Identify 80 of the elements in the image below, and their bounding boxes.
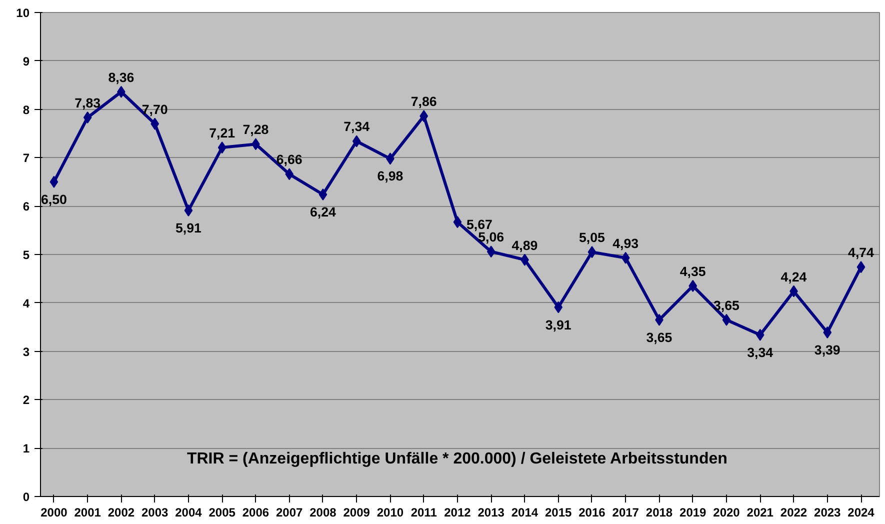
- y-tick-label: 5: [22, 248, 30, 262]
- x-tick-label: 2024: [848, 506, 875, 520]
- data-label: 3,39: [814, 342, 840, 358]
- point: [554, 301, 563, 314]
- data-label: 3,65: [646, 330, 673, 345]
- point: [420, 110, 428, 122]
- data-label: 3,34: [747, 344, 774, 360]
- x-tick-label: 2020: [713, 506, 740, 520]
- point: [621, 252, 630, 264]
- point: [352, 135, 361, 148]
- y-tick-label: 10: [16, 6, 30, 20]
- point: [823, 326, 832, 338]
- data-label: 7,70: [142, 102, 168, 117]
- data-label: 5,91: [175, 220, 202, 236]
- data-label: 7,83: [74, 96, 101, 111]
- data-label: 3,65: [714, 298, 740, 313]
- x-tick-label: 2003: [141, 506, 169, 520]
- x-tick-label: 2012: [444, 506, 472, 520]
- x-tick-label: 2016: [578, 506, 606, 520]
- data-label: 4,93: [612, 236, 639, 251]
- point: [285, 168, 294, 180]
- y-tick-label: 4: [22, 296, 30, 310]
- data-label: 7,28: [242, 122, 269, 138]
- point: [50, 176, 58, 188]
- data-label: 4,89: [512, 238, 538, 253]
- x-tick-label: 2021: [746, 506, 774, 520]
- x-tick-label: 2019: [680, 506, 707, 520]
- data-label: 5,06: [478, 230, 504, 245]
- data-label: 4,74: [848, 245, 875, 260]
- data-label: 8,36: [108, 70, 134, 85]
- x-tick-label: 2008: [310, 506, 337, 520]
- x-tick-label: 2018: [646, 506, 673, 520]
- data-label: 4,24: [780, 269, 808, 284]
- y-tick-label: 3: [22, 344, 30, 359]
- data-label: 7,34: [344, 119, 370, 134]
- data-label: 7,86: [410, 94, 437, 110]
- x-tick-label: 2005: [208, 506, 236, 520]
- data-label: 3,91: [545, 317, 572, 332]
- x-tick-label: 2014: [511, 506, 538, 520]
- point: [218, 142, 226, 154]
- data-label: 6,24: [310, 204, 337, 220]
- x-tick-label: 2009: [343, 506, 370, 520]
- point: [688, 280, 698, 292]
- point: [756, 328, 764, 341]
- point: [486, 246, 496, 258]
- x-tick-label: 2006: [242, 506, 270, 520]
- data-label: 5,67: [466, 217, 492, 232]
- x-tick-label: 2001: [74, 506, 102, 520]
- y-tick-label: 8: [22, 102, 30, 117]
- data-label: 6,98: [377, 168, 404, 184]
- x-tick-label: 2011: [410, 506, 438, 520]
- x-tick-label: 2013: [478, 506, 505, 520]
- annotation: TRIR = (Anzeigepflichtige Unfälle * 200.000) / Geleistete Arbeitsstunden: [186, 450, 728, 468]
- x-tick-label: 2000: [40, 506, 68, 520]
- data-label: 5,05: [579, 230, 606, 246]
- y-tick-label: 6: [22, 200, 30, 214]
- x-tick-label: 2002: [108, 506, 135, 520]
- data-label: 6,66: [276, 152, 302, 168]
- data-label: 6,50: [40, 192, 67, 207]
- x-tick-label: 2007: [276, 506, 304, 520]
- y-tick-label: 0: [22, 490, 30, 504]
- y-tick-label: 2: [22, 393, 30, 408]
- point: [184, 204, 193, 216]
- point: [856, 261, 866, 274]
- point: [318, 188, 328, 200]
- y-tick-label: 1: [22, 442, 30, 456]
- point: [722, 314, 731, 326]
- data-label: 4,35: [680, 264, 706, 279]
- data-label: 7,21: [209, 126, 236, 141]
- y-tick-label: 9: [22, 54, 30, 68]
- x-tick-label: 2022: [780, 506, 808, 520]
- x-tick-label: 2010: [376, 506, 404, 520]
- point: [83, 112, 92, 124]
- x-tick-label: 2015: [545, 506, 572, 520]
- x-tick-label: 2004: [175, 506, 202, 520]
- point: [588, 246, 596, 258]
- y-tick-label: 7: [22, 151, 30, 166]
- x-tick-label: 2023: [814, 506, 842, 520]
- point: [453, 216, 462, 228]
- x-tick-label: 2017: [612, 506, 640, 520]
